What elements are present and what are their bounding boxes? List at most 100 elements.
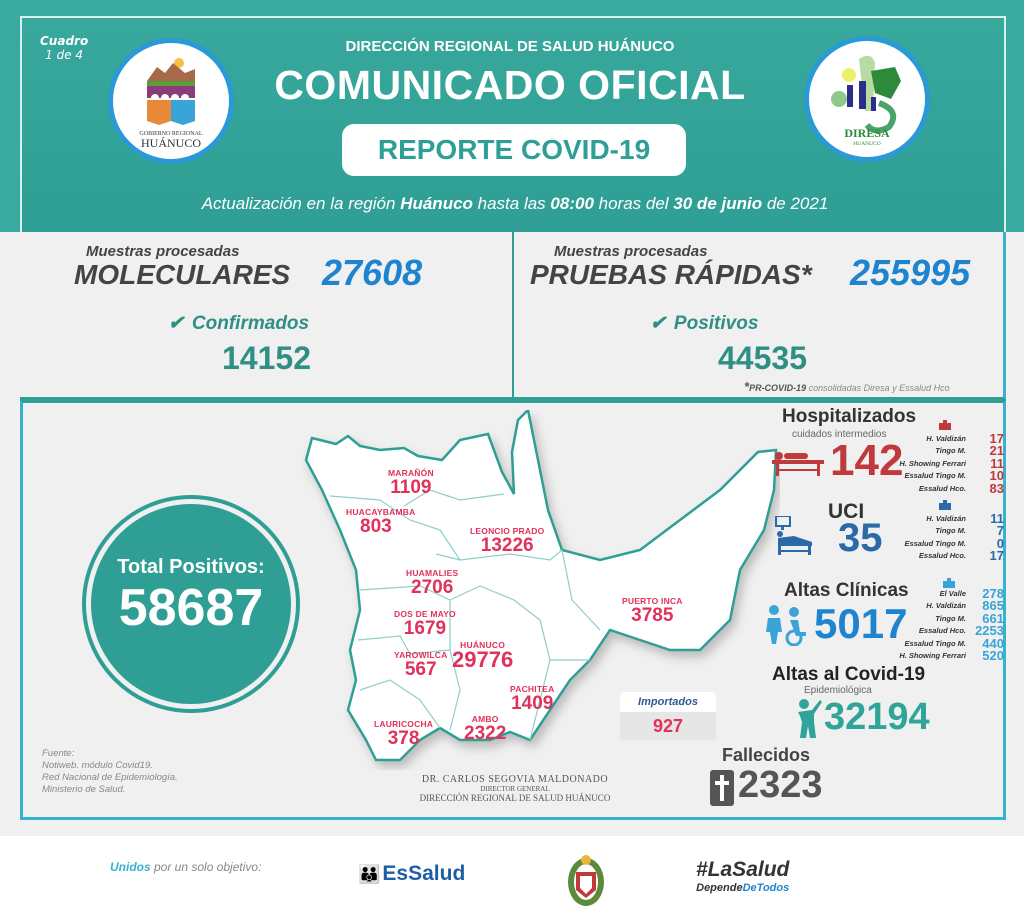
province-dos-de-mayo[interactable]: DOS DE MAYO 1679 [394,609,456,639]
cuadro-title: Cuadro [40,34,89,48]
gobierno-regional-logo: GOBIERNO REGIONAL HUÁNUCO [108,38,234,164]
check-icon: ✔ [168,313,184,334]
altas-clinicas-breakdown: El Valle 278 H. Valdizán 865 Tingo M. 661 E… [880,585,1004,664]
province-value: 1109 [390,477,432,498]
breakdown-row: Tingo M. 21 [880,443,1004,458]
breakdown-value: 520 [982,648,1004,664]
confirmados-label: ✔ Confirmados [168,312,309,335]
moleculares-label-small: Muestras procesadas [86,243,240,260]
breakdown-value: 2253 [975,623,1004,639]
province-name: HUAMALIES [406,568,459,578]
hospitalizados-breakdown: H. Valdizán 17 Tingo M. 21 H. Showing Ferr… [880,430,1004,496]
update-timestamp: Actualización en la región Huánuco hasta… [60,194,970,214]
moleculares-value: 27608 [322,252,423,293]
source-line: Notiweb. módulo Covid19. [42,760,153,771]
hospital-building-icon [939,420,951,430]
province-huamalies[interactable]: HUAMALIES 2706 [406,568,458,598]
province-name: PACHITEA [510,684,555,694]
breakdown-name: Essalud Hco. [918,483,966,493]
hashtag-logo: #LaSalud DependeDeTodos [696,858,789,894]
province-lauricocha[interactable]: LAURICOCHA 378 [374,719,433,749]
rapidas-panel [514,232,1006,400]
rapidas-footnote: *PR-COVID-19 consolidadas Diresa y Essal… [744,379,950,394]
breakdown-value: 11 [990,455,1004,471]
essalud-logo: 👪EsSalud [358,862,465,886]
positivos-value: 44535 [718,340,807,376]
altas-covid-subtitle: Epidemiológica [804,685,872,696]
update-mid2: horas del [593,194,674,213]
uci-title: UCI [828,500,865,523]
hospitalizados-subtitle: cuidados intermedios [792,429,887,440]
breakdown-row: Essalud Hco. 83 [880,480,1004,496]
importados-box: Importados 927 [620,692,716,740]
breakdown-name: H. Valdizán [926,433,966,443]
uci-value: 35 [838,516,883,560]
breakdown-name: Essalud Tingo M. [904,638,966,648]
breakdown-value: 11 [990,510,1004,526]
breakdown-value: 278 [982,585,1004,601]
update-mid: hasta las [472,194,551,213]
hospital-bed-icon [772,452,824,476]
breakdown-row: Essalud Hco. 17 [880,548,1004,563]
uci-breakdown: H. Valdizán 11 Tingo M. 7 Essalud Tingo M.… [880,510,1004,564]
breakdown-name: Essalud Hco. [918,551,966,561]
province-yarowilca[interactable]: YAROWILCA 567 [394,650,447,680]
hospitalizados-title: Hospitalizados [782,406,917,427]
breakdown-row: H. Showing Ferrari 520 [880,648,1004,664]
footer-bar [0,836,1024,922]
cross-icon [710,770,734,806]
province-leoncio-prado[interactable]: LEONCIO PRADO 13226 [470,526,544,556]
breakdown-value: 17 [989,430,1004,446]
altas-covid-title: Altas al Covid-19 [772,664,926,685]
fallecidos-value: 2323 [738,764,823,806]
breakdown-value: 440 [982,635,1004,651]
cuadro-label: Cuadro 1 de 4 [40,34,88,62]
province-ambo[interactable]: AMBO 2322 [464,714,506,744]
svg-text:HUANUCO: HUANUCO [853,141,881,147]
breakdown-name: El Valle [939,588,966,598]
breakdown-value: 0 [996,535,1004,551]
footnote-bold: PR-COVID-19 [749,383,807,393]
breakdown-name: Essalud Tingo M. [904,471,966,481]
recovered-person-icon [798,699,822,738]
breakdown-name: H. Showing Ferrari [899,458,966,468]
icu-bed-icon [775,516,812,555]
breakdown-name: Essalud Hco. [918,626,966,636]
page-title: COMUNICADO OFICIAL [274,62,746,108]
province-value: 13226 [480,535,534,556]
hospitalizados-value: 142 [830,436,904,485]
province-pachitea[interactable]: PACHITEA 1409 [510,684,554,714]
province-huanuco[interactable]: HUÁNUCO 29776 [452,640,514,672]
breakdown-row: Essalud Tingo M. 0 [880,535,1004,551]
breakdown-row: Essalud Hco. 2253 [880,623,1004,639]
breakdown-value: 83 [989,480,1004,496]
essalud-text: EsSalud [382,862,466,885]
province-puerto-inca[interactable]: PUERTO INCA 3785 [622,596,683,626]
hashtag-sub-b: DeTodos [742,882,790,894]
slogan-text: por un solo objetivo: [150,860,262,874]
province-value: 29776 [452,647,514,672]
breakdown-name: H. Valdizán [926,601,966,611]
province-name: AMBO [471,714,499,724]
svg-text:HUÁNUCO: HUÁNUCO [141,136,201,150]
confirmados-text: Confirmados [191,313,310,334]
footer-slogan: Unidos por un solo objetivo: [110,860,261,874]
footnote-star: * [744,379,750,394]
breakdown-row: Tingo M. 7 [880,523,1004,539]
report-badge: REPORTE COVID-19 [342,124,686,176]
province-name: PUERTO INCA [622,596,683,606]
province-maranon[interactable]: MARAÑÓN 1109 [388,468,434,498]
update-suffix: de 2021 [762,194,829,213]
hospital-building-icon [939,500,951,510]
breakdown-row: H. Showing Ferrari 11 [880,455,1004,471]
province-huacaybamba[interactable]: HUACAYBAMBA 803 [346,507,415,537]
breakdown-name: Tingo M. [935,446,966,456]
breakdown-value: 7 [996,523,1004,539]
source-line: Red Nacional de Epidemiología. [42,772,178,783]
check-icon: ✔ [650,313,666,334]
breakdown-row: Tingo M. 661 [880,611,1004,626]
breakdown-row: H. Valdizán 11 [880,510,1004,526]
update-region: Huánuco [400,194,473,213]
province-value: 3785 [631,605,674,626]
total-positivos-badge: Total Positivos: 58687 [82,495,300,713]
